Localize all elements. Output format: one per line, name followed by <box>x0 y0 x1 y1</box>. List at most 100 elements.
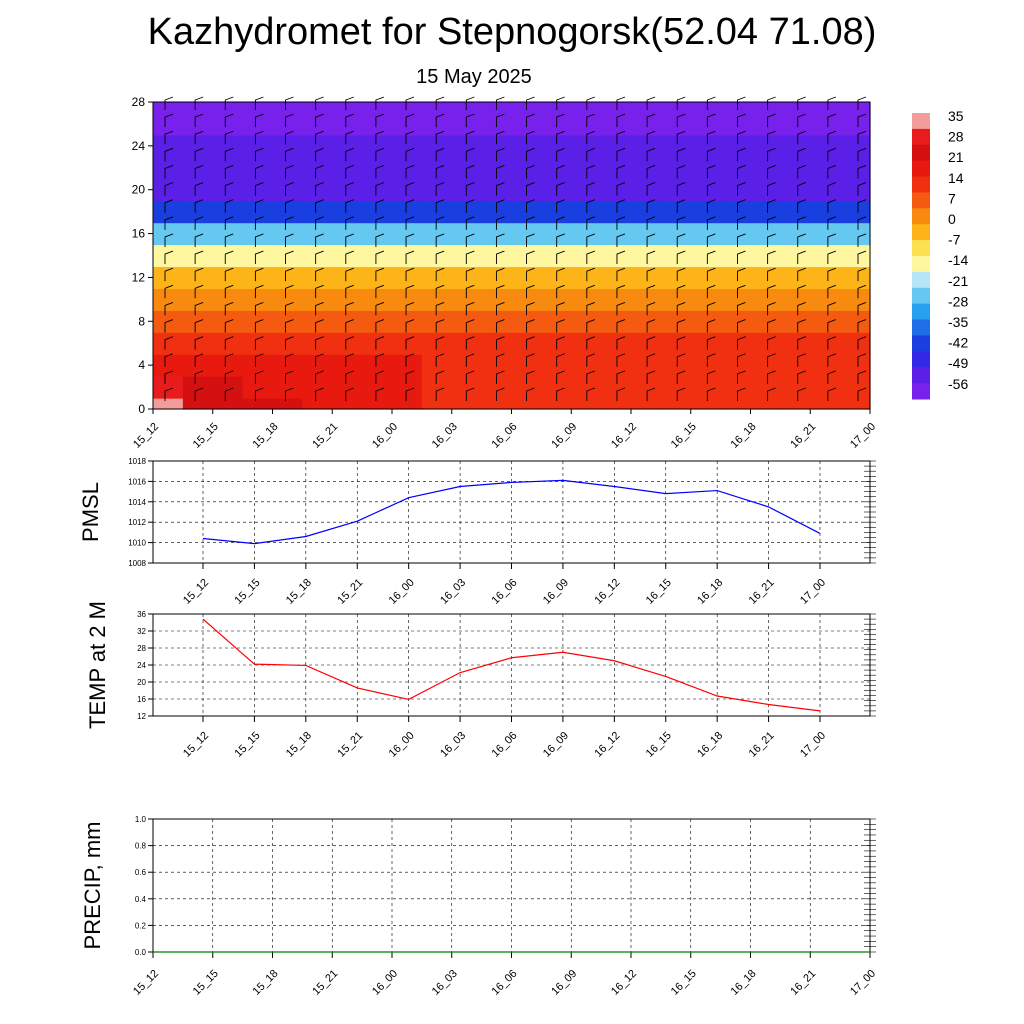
x-tick-label: 15_12 <box>181 577 211 607</box>
wind-barb <box>345 353 354 367</box>
colorbar-swatch <box>912 113 930 130</box>
wind-barb <box>737 130 746 145</box>
wind-barb <box>224 336 234 350</box>
wind-barb <box>706 165 716 179</box>
wind-barb <box>465 182 475 196</box>
heatmap-cell <box>481 398 542 410</box>
heatmap-cell <box>541 288 602 311</box>
heatmap-cell <box>182 288 244 311</box>
heatmap-cell <box>242 222 303 246</box>
heatmap-cell <box>840 288 871 311</box>
wind-barb <box>646 130 656 145</box>
wind-barb <box>556 284 565 299</box>
wind-barb <box>495 96 505 110</box>
wind-barb <box>676 233 686 247</box>
wind-barb <box>194 319 204 333</box>
heatmap-cell <box>840 354 871 377</box>
wind-barb <box>465 319 475 333</box>
wind-barb <box>465 301 475 316</box>
y-axis-title: PMSL <box>78 482 103 542</box>
wind-barb <box>586 182 595 196</box>
wind-barb <box>706 130 716 145</box>
colorbar-swatch <box>912 176 930 193</box>
wind-barb <box>495 267 505 282</box>
x-tick-label: 16_21 <box>788 421 818 451</box>
heatmap-cell <box>780 398 841 410</box>
wind-barb <box>164 96 174 110</box>
heatmap-cell <box>362 112 423 136</box>
wind-barb <box>435 182 445 196</box>
wind-barb <box>375 130 385 145</box>
heatmap-cell <box>780 156 841 180</box>
heatmap-cell <box>780 310 841 333</box>
heatmap-cell <box>362 102 423 114</box>
wind-barb <box>827 353 837 367</box>
wind-barb <box>254 301 264 316</box>
wind-barb <box>194 233 204 247</box>
wind-barb <box>254 267 264 282</box>
wind-barb <box>345 216 354 230</box>
temp-panel: 12 16 20 24 28 32 36 15_12 15_15 15_18 15_21 16_00 1… <box>85 601 876 760</box>
wind-barb <box>646 319 656 333</box>
x-tick-label: 15_18 <box>251 968 281 998</box>
heatmap-cell <box>541 376 602 399</box>
wind-barb <box>285 96 294 110</box>
wind-barb <box>857 319 867 333</box>
wind-barb <box>556 199 565 213</box>
wind-barb <box>345 387 354 401</box>
wind-barb <box>224 267 234 282</box>
wind-barb <box>435 353 445 367</box>
wind-barb <box>285 387 294 401</box>
heatmap-cell <box>481 156 542 180</box>
x-tick-label: 16_03 <box>430 968 460 998</box>
wind-barb <box>706 216 716 230</box>
wind-barb <box>676 370 686 384</box>
x-tick-label: 17_00 <box>798 730 828 760</box>
wind-barb <box>827 233 837 247</box>
wind-barb <box>616 147 626 162</box>
wind-barb <box>194 284 204 299</box>
wind-barb <box>827 370 837 384</box>
wind-barb <box>857 250 867 265</box>
wind-barb <box>315 250 324 265</box>
heatmap-cell <box>780 354 841 377</box>
wind-barb <box>435 96 445 110</box>
wind-barb <box>254 387 264 401</box>
heatmap-cell <box>242 310 303 333</box>
heatmap-cell <box>182 244 244 268</box>
wind-barb <box>586 147 595 162</box>
colorbar-label: 7 <box>948 190 956 206</box>
y-tick-label: 24 <box>132 139 146 153</box>
heatmap-cell <box>153 332 184 355</box>
heatmap-cell <box>182 178 244 202</box>
wind-barb <box>616 113 626 128</box>
heatmap-cell <box>601 178 662 202</box>
wind-barb <box>857 301 867 316</box>
wind-barb <box>194 216 204 230</box>
heatmap-cell <box>421 156 483 180</box>
wind-barb <box>827 199 837 213</box>
wind-barb <box>224 113 234 128</box>
wind-barb <box>857 387 867 401</box>
wind-barb <box>435 250 445 265</box>
heatmap-cell <box>660 354 722 377</box>
wind-barb <box>345 182 354 196</box>
x-tick-label: 16_00 <box>387 730 417 760</box>
x-tick-label: 16_21 <box>747 577 777 607</box>
heatmap-cell <box>153 156 184 180</box>
x-tick-label: 16_00 <box>370 421 400 451</box>
wind-barb <box>827 147 837 162</box>
heatmap-cell <box>481 200 542 224</box>
wind-barb <box>676 216 686 230</box>
heatmap-cell <box>153 200 184 224</box>
x-tick-label: 15_15 <box>232 730 262 760</box>
wind-barb <box>857 165 867 179</box>
wind-barb <box>224 387 234 401</box>
wind-barb <box>827 182 837 196</box>
wind-barb <box>737 284 746 299</box>
wind-barb <box>435 130 445 145</box>
y-tick-label: 32 <box>137 627 146 636</box>
wind-barb <box>224 319 234 333</box>
x-tick-label: 16_12 <box>609 421 639 451</box>
heatmap-cell <box>660 112 722 136</box>
